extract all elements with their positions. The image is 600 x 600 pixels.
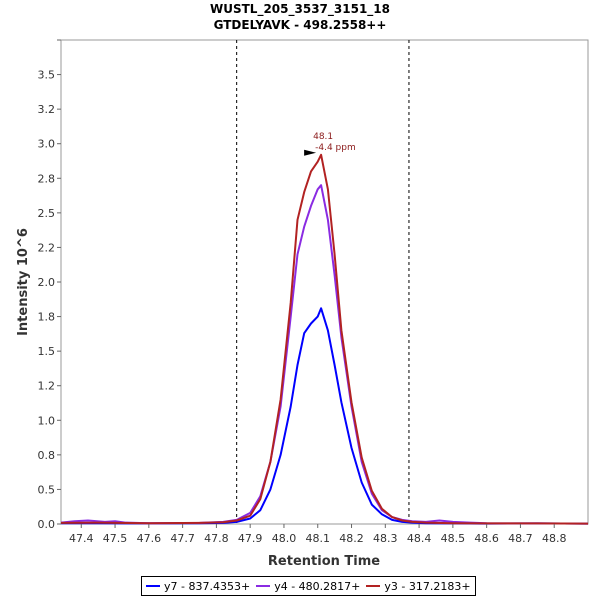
y-tick-label: 1.5 [38,345,56,358]
x-tick-label: 47.9 [238,532,263,545]
x-tick-label: 47.4 [69,532,94,545]
annotation-rt: 48.1 [313,132,333,142]
series-lines [60,153,589,525]
y-tick-label: 0.0 [38,518,56,531]
legend-label-y4: y4 - 480.2817+ [274,579,361,593]
legend-item[interactable]: y4 - 480.2817+ [256,580,360,593]
chromatogram-chart: WUSTL_205_3537_3151_18 GTDELYAVK - 498.2… [16,2,589,569]
x-tick-label: 47.5 [103,532,128,545]
y-tick-label: 3.0 [38,138,56,151]
y-tick-label: 2.0 [38,276,56,289]
x-tick-label: 48.1 [305,532,330,545]
chart-title: WUSTL_205_3537_3151_18 [210,2,390,17]
y-tick-label: 0.5 [38,483,56,496]
y-tick-label: 3.2 [38,103,56,116]
x-tick-label: 48.6 [474,532,499,545]
legend-swatch-y7 [146,585,160,587]
chart-subtitle: GTDELYAVK - 498.2558++ [214,18,387,32]
x-tick-label: 48.3 [373,532,398,545]
legend: y7 - 837.4353+ y4 - 480.2817+ y3 - 317.2… [141,576,476,596]
x-axis-label: Retention Time [268,554,380,569]
x-tick-label: 47.6 [137,532,162,545]
y-tick-label: 1.8 [38,311,56,324]
x-tick-label: 47.7 [170,532,195,545]
x-tick-label: 47.8 [204,532,229,545]
peak-marker-icon [304,149,317,156]
y-axis-ticks: 0.0 0.5 0.8 1.0 1.2 1.5 1.8 2.0 2.2 2.5 2.8 3.0 3.2 3… [38,39,61,531]
x-tick-label: 48.4 [407,532,432,545]
x-tick-label: 48.0 [272,532,297,545]
x-tick-label: 48.8 [542,532,567,545]
y-tick-label: 2.8 [38,172,56,185]
y-tick-label: 0.8 [38,449,56,462]
legend-swatch-y4 [256,585,271,587]
legend-item[interactable]: y7 - 837.4353+ [146,580,250,593]
legend-swatch-y3 [366,585,381,587]
x-tick-label: 48.2 [339,532,364,545]
y-tick-label: 1.2 [38,380,56,393]
y-tick-label: 3.5 [38,69,56,82]
integration-boundaries [236,40,410,524]
annotation-ppm: -4.4 ppm [315,143,356,153]
legend-label-y7: y7 - 837.4353+ [164,579,251,593]
series-line-y3 [60,153,589,525]
x-tick-label: 48.5 [441,532,466,545]
y-tick-label: 2.5 [38,207,56,220]
x-axis-ticks: 47.4 47.5 47.6 47.7 47.8 47.9 48.0 48.1 48.2 48.3… [69,524,566,545]
x-tick-label: 48.7 [508,532,533,545]
y-tick-label: 2.2 [38,241,56,254]
y-axis-label: Intensity 10^6 [16,228,31,336]
plot-area [60,39,589,525]
y-tick-label: 1.0 [38,414,56,427]
legend-label-y3: y3 - 317.2183+ [384,579,471,593]
legend-item[interactable]: y3 - 317.2183+ [366,579,471,593]
